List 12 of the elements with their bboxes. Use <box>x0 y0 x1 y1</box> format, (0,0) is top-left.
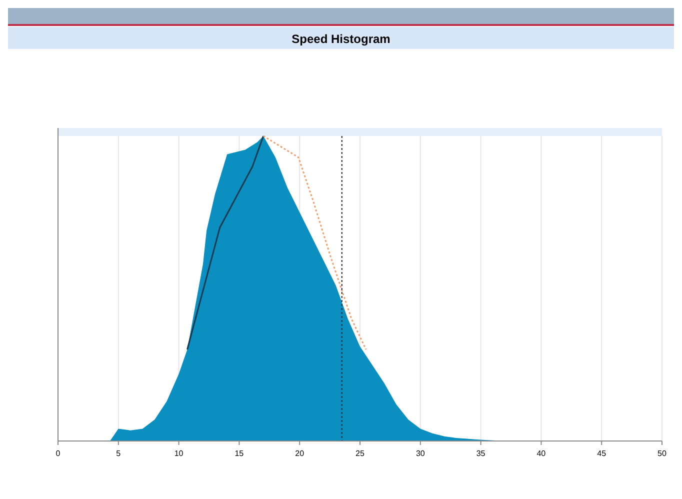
x-tick-label: 15 <box>234 449 244 458</box>
x-tick-label: 30 <box>416 449 426 458</box>
chart-title: Speed Histogram <box>292 32 390 46</box>
x-tick-label: 0 <box>56 449 61 458</box>
x-tick-label: 5 <box>116 449 122 458</box>
x-tick-label: 25 <box>356 449 365 458</box>
x-tick-label: 10 <box>174 449 184 458</box>
x-tick-label: 20 <box>295 449 305 458</box>
x-tick-label: 50 <box>658 449 667 458</box>
x-tick-label: 45 <box>597 449 607 458</box>
x-tick-label: 40 <box>536 449 546 458</box>
x-tick-label: 35 <box>476 449 486 458</box>
